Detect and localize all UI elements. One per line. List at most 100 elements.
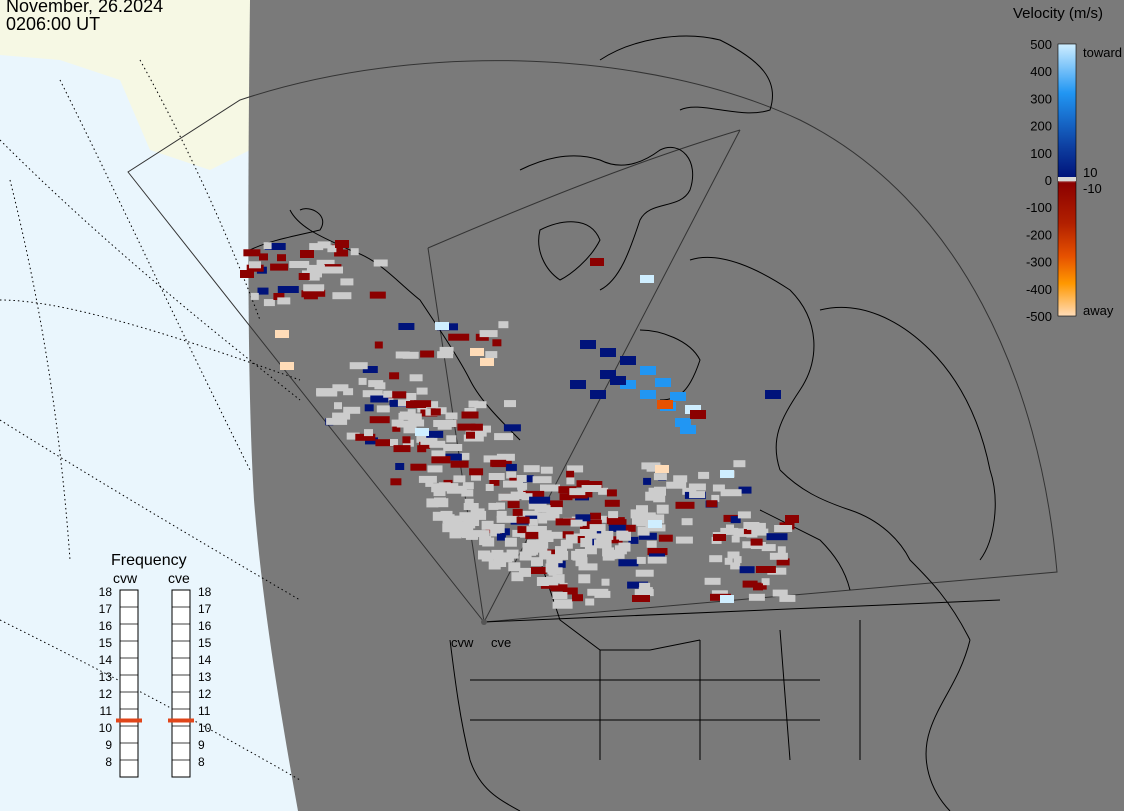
velocity-cell: [409, 374, 423, 382]
velocity-cell: [755, 566, 776, 573]
velocity-cell: [521, 493, 533, 501]
velocity-cell: [407, 413, 422, 421]
velocity-cell: [418, 475, 437, 483]
velocity-cell: [612, 549, 625, 559]
velocity-cell: [658, 534, 673, 542]
velocity-cell: [505, 463, 517, 471]
velocity-cell: [581, 485, 602, 492]
velocity-cell: [436, 498, 449, 508]
coastlines: [249, 35, 1001, 811]
velocity-cell: [462, 482, 474, 490]
velocity-cell: [640, 390, 656, 399]
snow-region: [0, 0, 250, 170]
velocity-cell: [646, 540, 657, 548]
velocity-cell: [730, 562, 741, 570]
velocity-cell: [277, 286, 299, 293]
velocity-cell: [720, 595, 734, 603]
velocity-cell: [441, 453, 462, 461]
velocity-cell: [739, 566, 755, 574]
velocity-cell: [753, 583, 763, 591]
velocity-cell: [373, 259, 388, 267]
velocity-cell: [257, 287, 269, 295]
velocity-cell: [362, 390, 383, 398]
velocity-cell: [738, 486, 752, 494]
velocity-cell: [654, 486, 666, 496]
velocity-cell: [675, 536, 693, 544]
velocity-cell: [496, 510, 507, 518]
velocity-cell: [364, 429, 373, 437]
velocity-cell: [777, 546, 786, 554]
velocity-cell: [465, 429, 487, 437]
velocity-cell: [724, 557, 733, 565]
velocity-cell: [685, 405, 701, 414]
frequency-tick-label: 10: [99, 721, 113, 735]
velocity-cell: [643, 477, 652, 485]
velocity-cell: [698, 471, 710, 479]
velocity-cell: [596, 533, 609, 543]
velocity-cell: [653, 493, 666, 503]
velocity-cell: [501, 528, 510, 536]
velocity-cell: [485, 484, 494, 491]
velocity-cell: [562, 587, 578, 595]
velocity-cell: [566, 477, 575, 485]
velocity-cell: [474, 510, 487, 520]
velocity-cell: [370, 395, 389, 403]
velocity-cell: [327, 245, 337, 253]
velocity-cell: [541, 513, 560, 521]
velocity-cell: [490, 459, 507, 467]
velocity-cell: [389, 372, 400, 380]
velocity-cell: [289, 261, 310, 268]
velocity-cell: [436, 420, 457, 427]
velocity-cell: [528, 518, 538, 526]
velocity-cell: [616, 530, 629, 540]
velocity-cell: [332, 384, 349, 392]
velocity-cell: [731, 535, 740, 543]
velocity-cell: [511, 572, 524, 582]
velocity-cell: [259, 253, 268, 261]
velocity-cell: [550, 584, 568, 592]
velocity-cell: [480, 358, 494, 366]
velocity-cell: [575, 514, 591, 522]
frequency-tick-label: 14: [198, 653, 212, 667]
velocity-cell: [466, 431, 475, 439]
velocity-cell: [468, 400, 479, 408]
velocity-cell: [501, 552, 514, 562]
velocity-cell: [446, 435, 457, 443]
velocity-cell: [395, 463, 405, 470]
velocity-cell: [457, 423, 476, 431]
velocity-cell: [526, 545, 538, 555]
velocity-cell: [608, 511, 619, 519]
velocity-cell: [545, 563, 558, 573]
frequency-tick-label: 17: [198, 602, 212, 616]
colorbar-tick-label: 400: [1030, 64, 1052, 79]
velocity-cell: [618, 559, 639, 567]
velocity-cell: [547, 531, 563, 539]
velocity-cell: [280, 362, 294, 370]
velocity-cell: [364, 404, 374, 412]
velocity-cell: [761, 544, 776, 552]
velocity-cell: [610, 376, 626, 385]
velocity-cell: [604, 499, 620, 507]
velocity-cell: [727, 551, 740, 559]
velocity-cell: [580, 340, 596, 349]
frequency-tick-label: 18: [198, 585, 212, 599]
velocity-cell: [646, 464, 662, 472]
velocity-cell: [704, 577, 721, 585]
velocity-cell: [637, 526, 650, 536]
velocity-cell: [510, 491, 519, 499]
velocity-cell: [540, 484, 560, 492]
velocity-cell: [322, 266, 343, 274]
velocity-cell: [479, 330, 498, 338]
velocity-cell: [465, 530, 478, 540]
velocity-cell: [390, 439, 398, 446]
velocity-cell: [420, 437, 435, 445]
velocity-cell: [442, 514, 455, 524]
velocity-cell: [655, 378, 671, 387]
velocity-cell: [599, 539, 612, 549]
velocity-cell: [529, 496, 551, 504]
velocity-cell: [468, 530, 490, 538]
velocity-cell: [590, 258, 604, 266]
radar-site-label-cve: cve: [491, 635, 511, 650]
velocity-cell: [530, 567, 547, 574]
frequency-tick-label: 9: [198, 738, 205, 752]
